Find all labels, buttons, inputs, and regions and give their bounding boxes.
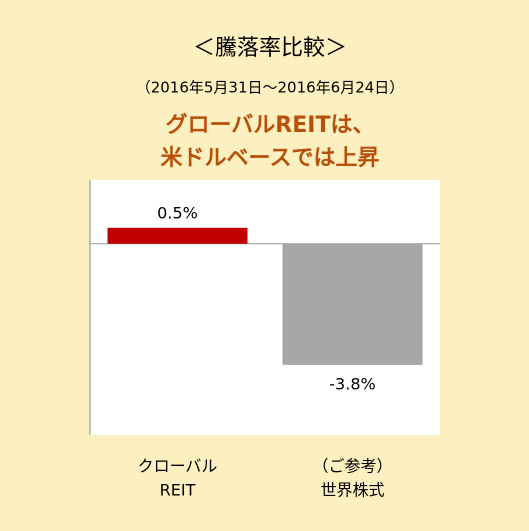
chart-title: ＜騰落率比較＞ <box>193 36 347 61</box>
bar <box>107 227 248 244</box>
x-tick-label: クローバル <box>138 457 218 476</box>
data-label: 0.5% <box>157 203 198 222</box>
annotation: 米ドルベースでは上昇 <box>161 146 380 171</box>
x-tick-label: 世界株式 <box>320 481 384 500</box>
x-tick-label: REIT <box>160 481 196 500</box>
x-tick-label: （ご参考） <box>312 457 392 476</box>
data-label: -3.8% <box>329 374 375 393</box>
chart-subtitle: （2016年5月31日～2016年6月24日） <box>136 79 405 97</box>
bar <box>282 243 423 365</box>
annotation: グローバルREITは、 <box>166 112 375 138</box>
